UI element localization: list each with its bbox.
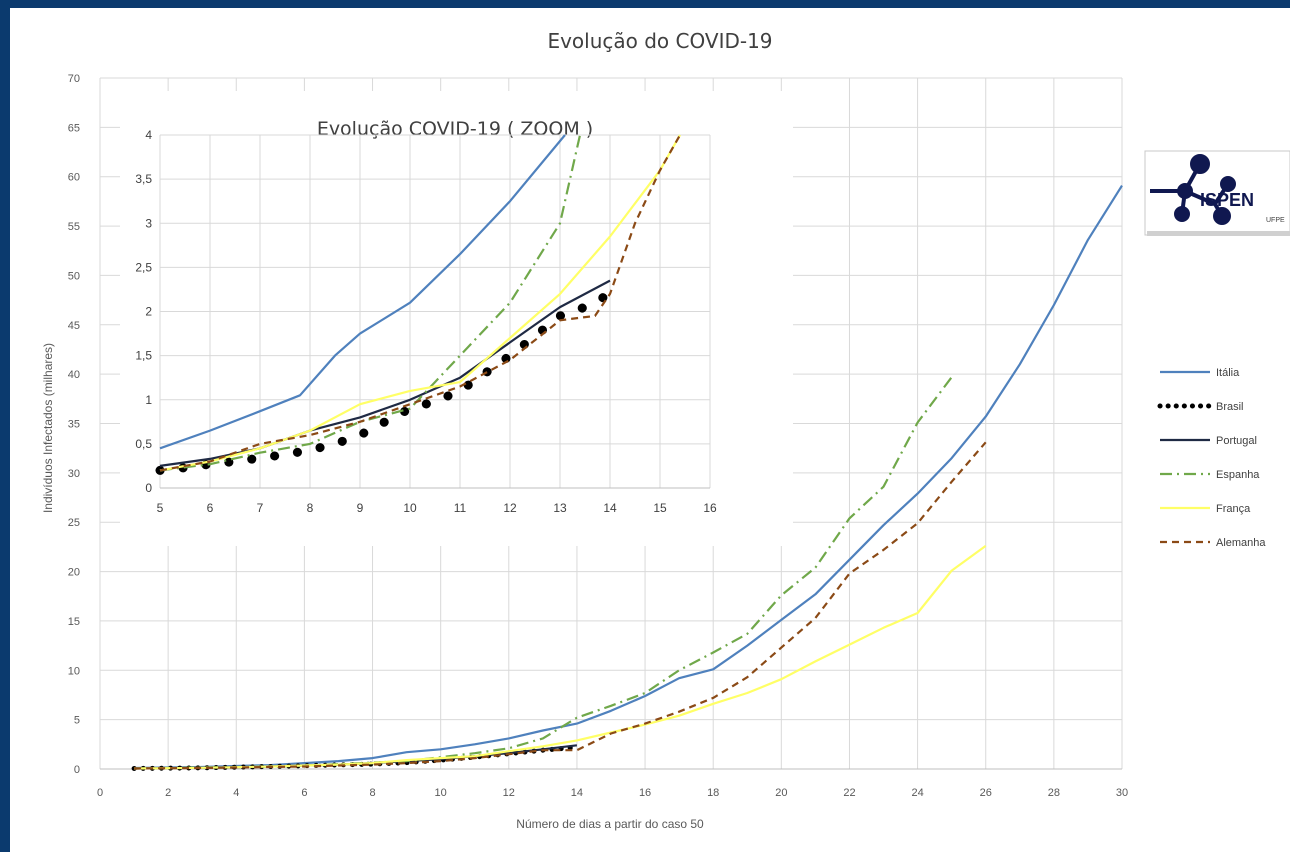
main-series-line-espanha <box>134 376 953 770</box>
main-x-tick-label: 4 <box>233 787 239 799</box>
legend-label-alemanha: Alemanha <box>1216 537 1266 549</box>
legend: Itália Brasil Portugal Espanha França Alemanh… <box>1157 367 1266 549</box>
zoom-y-tick-label: 1,5 <box>135 349 152 363</box>
logo-text: ISPEN <box>1200 190 1254 210</box>
main-x-tick-label: 24 <box>911 787 923 799</box>
main-x-tick-label: 30 <box>1116 787 1128 799</box>
zoom-series-lines <box>155 134 681 475</box>
zoom-tick-labels: 5 6 7 8 9 10 11 12 13 14 15 16 0 0,5 1 1,5 2 2,5 3 3,5 4 <box>135 128 717 515</box>
legend-label-portugal: Portugal <box>1216 435 1257 447</box>
chart-frame: Evolução do COVID-19 Número de dias a pa… <box>10 8 1290 852</box>
main-x-tick-label: 6 <box>301 787 307 799</box>
main-y-tick-label: 15 <box>68 616 80 628</box>
main-series-line-alemanha <box>134 441 987 770</box>
zoom-x-tick-label: 6 <box>207 501 214 515</box>
zoom-y-tick-label: 0 <box>145 481 152 495</box>
main-y-tick-label: 0 <box>74 764 80 776</box>
main-series-line-italia <box>134 185 1123 770</box>
main-x-tick-label: 8 <box>369 787 375 799</box>
zoom-series-line-alemanha <box>159 134 681 472</box>
main-series-lines <box>131 185 1123 771</box>
main-x-tick-label: 26 <box>980 787 992 799</box>
main-x-tick-label: 28 <box>1048 787 1060 799</box>
molecule-icon <box>1150 154 1236 225</box>
logo: ISPEN UFPE <box>1144 150 1290 236</box>
legend-label-brasil: Brasil <box>1216 401 1244 413</box>
logo-subtext: UFPE <box>1266 217 1285 224</box>
zoom-x-tick-label: 11 <box>454 501 467 515</box>
zoom-x-tick-label: 15 <box>653 501 667 515</box>
main-y-tick-label: 55 <box>68 221 80 233</box>
main-y-tick-label: 70 <box>68 73 80 85</box>
main-y-axis-label: Indivíduos Infectados (milhares) <box>41 343 55 513</box>
main-y-tick-label: 60 <box>68 172 80 184</box>
main-x-tick-label: 14 <box>571 787 583 799</box>
zoom-x-tick-label: 12 <box>503 501 517 515</box>
zoom-x-tick-label: 9 <box>357 501 364 515</box>
main-y-tick-label: 25 <box>68 517 80 529</box>
main-chart-title: Evolução do COVID-19 <box>547 29 772 53</box>
legend-label-italia: Itália <box>1216 367 1240 379</box>
main-tick-labels: 0 2 4 6 8 10 12 14 16 18 20 22 24 26 28 300510152025303… <box>68 73 1128 799</box>
zoom-chart-title: Evolução COVID-19 ( ZOOM ) <box>317 118 593 140</box>
zoom-y-tick-label: 2 <box>145 305 152 319</box>
main-y-tick-label: 10 <box>68 665 80 677</box>
zoom-y-tick-label: 2,5 <box>135 260 152 274</box>
main-x-tick-label: 2 <box>165 787 171 799</box>
zoom-series-line-espanha <box>159 134 582 472</box>
main-y-tick-label: 50 <box>68 270 80 282</box>
zoom-x-tick-label: 10 <box>403 501 417 515</box>
main-y-tick-label: 20 <box>68 567 80 579</box>
main-x-tick-label: 16 <box>639 787 651 799</box>
zoom-series-line-brasil <box>155 289 615 475</box>
zoom-grid <box>159 134 711 489</box>
zoom-x-tick-label: 5 <box>157 501 164 515</box>
main-y-tick-label: 40 <box>68 369 80 381</box>
main-y-tick-label: 5 <box>74 715 80 727</box>
main-x-tick-label: 22 <box>843 787 855 799</box>
main-y-tick-label: 45 <box>68 320 80 332</box>
zoom-x-tick-label: 8 <box>307 501 314 515</box>
main-x-tick-label: 20 <box>775 787 787 799</box>
zoom-y-tick-label: 0,5 <box>135 437 152 451</box>
main-x-tick-label: 12 <box>503 787 515 799</box>
zoom-y-tick-label: 3 <box>145 216 152 230</box>
zoom-y-tick-label: 1 <box>145 393 152 407</box>
main-x-tick-label: 18 <box>707 787 719 799</box>
zoom-x-tick-label: 16 <box>703 501 717 515</box>
main-x-axis-label: Número de dias a partir do caso 50 <box>516 817 704 831</box>
zoom-inset-panel <box>120 91 793 546</box>
zoom-x-tick-label: 13 <box>553 501 567 515</box>
main-y-tick-label: 65 <box>68 122 80 134</box>
zoom-series-line-franca <box>159 134 681 472</box>
zoom-y-tick-label: 4 <box>145 128 152 142</box>
main-series-line-franca <box>134 545 987 770</box>
zoom-y-tick-label: 3,5 <box>135 172 152 186</box>
main-y-tick-label: 30 <box>68 468 80 480</box>
main-x-tick-label: 0 <box>97 787 103 799</box>
legend-label-franca: França <box>1216 503 1251 515</box>
covid-chart: Evolução do COVID-19 Número de dias a pa… <box>41 29 1290 831</box>
main-x-tick-label: 10 <box>435 787 447 799</box>
zoom-x-tick-label: 7 <box>257 501 264 515</box>
zoom-x-tick-label: 14 <box>603 501 617 515</box>
main-y-tick-label: 35 <box>68 419 80 431</box>
legend-label-espanha: Espanha <box>1216 469 1260 481</box>
zoom-series-line-italia <box>159 134 566 450</box>
